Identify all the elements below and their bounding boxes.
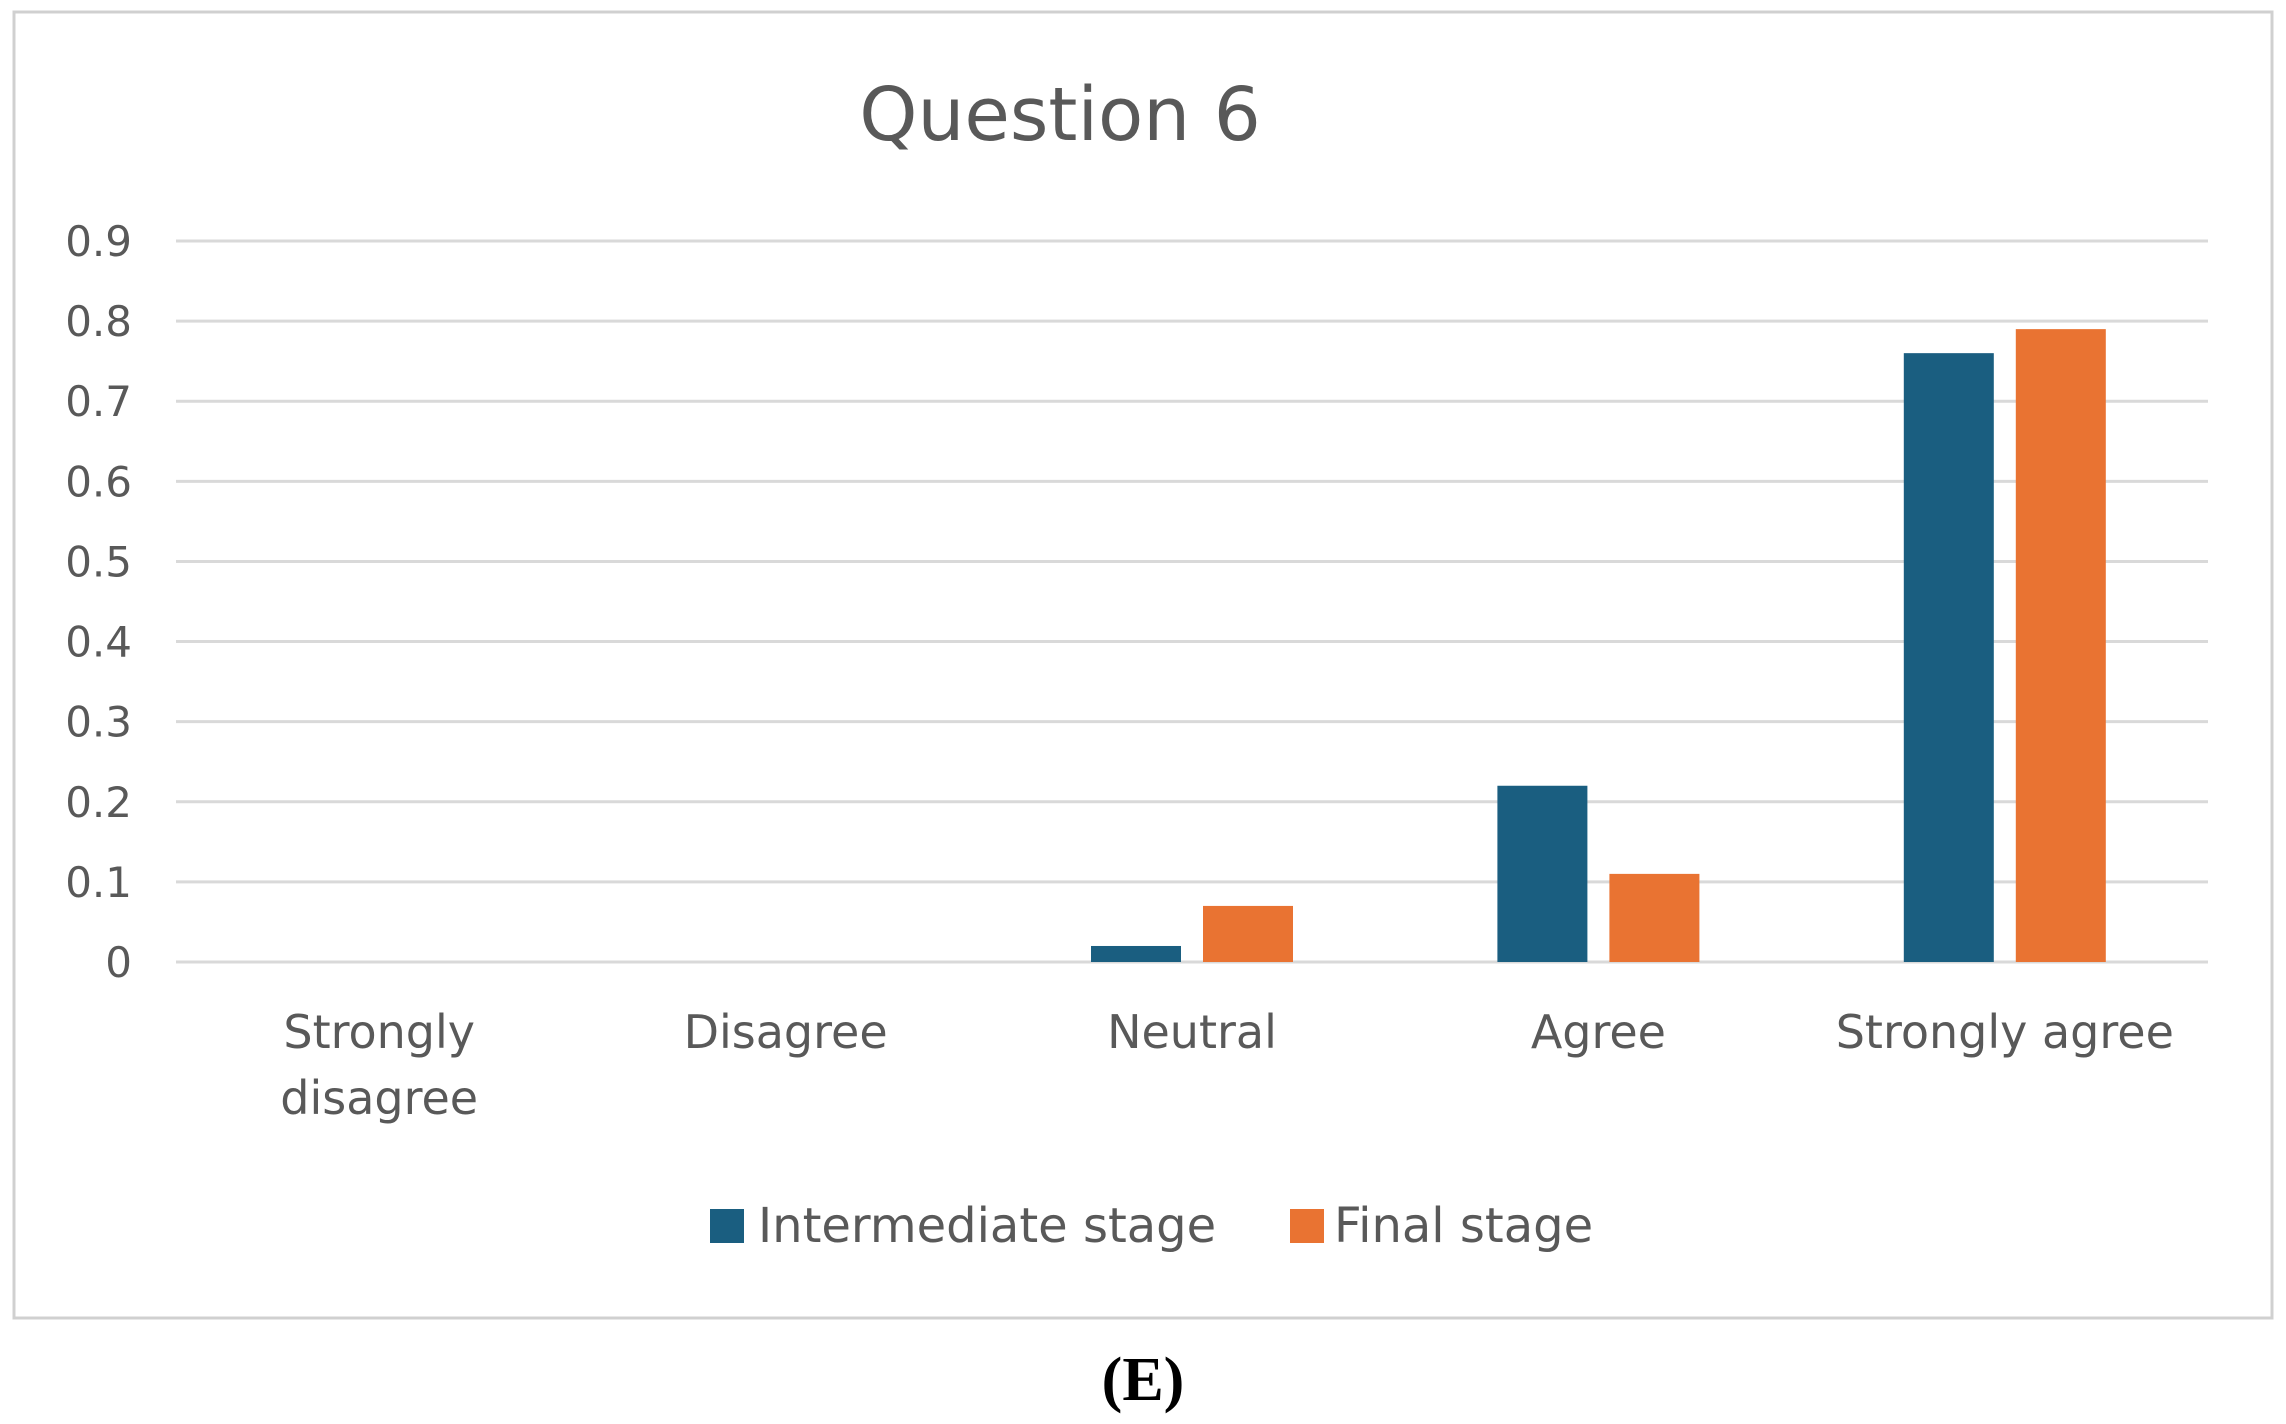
x-axis-categories: Strongly disagree Disagree Neutral Agree Stro… — [280, 1005, 2174, 1125]
y-tick-label: 0.7 — [65, 377, 132, 426]
legend-label: Intermediate stage — [758, 1198, 1216, 1254]
bar-intermediate-stage — [1091, 945, 1181, 962]
legend: Intermediate stage Final stage — [710, 1198, 1593, 1254]
x-category-label: Strongly agree — [1836, 1005, 2174, 1059]
y-tick-label: 0.8 — [65, 297, 132, 346]
bars — [1091, 329, 2106, 963]
legend-swatch — [1290, 1209, 1324, 1243]
y-tick-label: 0.5 — [65, 537, 132, 586]
x-category-label: Agree — [1531, 1005, 1666, 1059]
x-category-label: Strongly — [283, 1005, 475, 1059]
bar-intermediate-stage — [1903, 353, 1994, 963]
y-tick-label: 0.2 — [65, 778, 132, 827]
y-tick-label: 0.6 — [65, 457, 132, 506]
bar-final-stage — [1609, 873, 1700, 962]
bar-final-stage — [1203, 905, 1293, 962]
y-tick-label: 0.1 — [65, 858, 132, 907]
y-tick-label: 0.3 — [65, 698, 132, 747]
chart-title: Question 6 — [859, 72, 1261, 158]
y-tick-label: 0.4 — [65, 618, 132, 667]
y-tick-label: 0.9 — [65, 217, 132, 266]
figure-caption: (E) — [1102, 1346, 1185, 1414]
gridlines — [176, 239, 2208, 964]
legend-swatch — [710, 1209, 744, 1243]
chart-frame — [12, 10, 2274, 1320]
legend-label: Final stage — [1334, 1198, 1593, 1254]
bar-final-stage — [2015, 329, 2106, 963]
bar-intermediate-stage — [1497, 785, 1588, 962]
y-axis-ticks: 0 0.1 0.2 0.3 0.4 0.5 0.6 0.7 0.8 0.9 — [65, 217, 132, 987]
x-category-label: Neutral — [1107, 1005, 1277, 1059]
y-tick-label: 0 — [105, 938, 132, 987]
x-category-label: Disagree — [684, 1005, 888, 1059]
x-category-label: disagree — [280, 1071, 478, 1125]
